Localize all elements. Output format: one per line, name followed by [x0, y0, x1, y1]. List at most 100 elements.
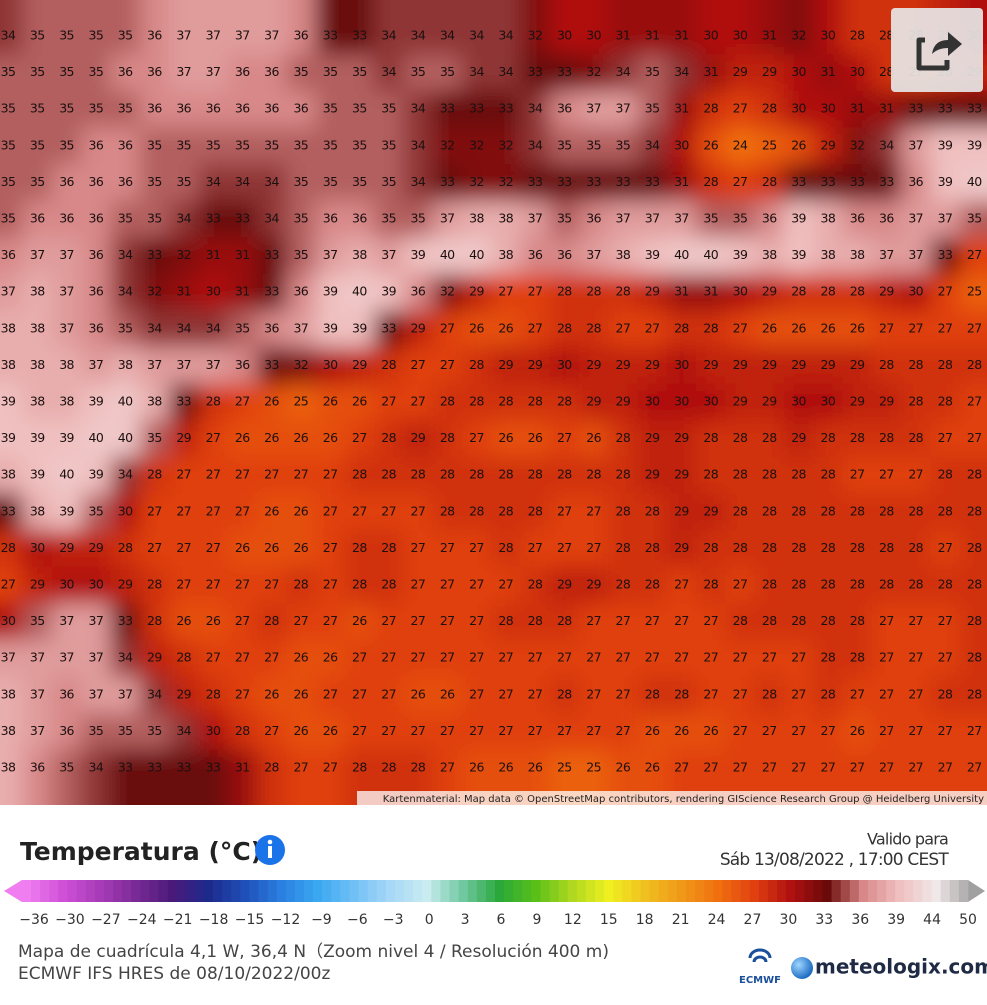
grid-value: 27 — [381, 503, 396, 518]
grid-value: 29 — [616, 357, 631, 372]
grid-value: 33 — [235, 211, 250, 226]
temperature-cell — [256, 383, 287, 421]
temperature-cell — [227, 639, 258, 677]
grid-value: 27 — [586, 613, 601, 628]
temperature-cell — [198, 347, 229, 385]
info-icon[interactable] — [255, 835, 285, 865]
share-button[interactable] — [891, 8, 983, 92]
temperature-cell — [374, 237, 404, 275]
grid-value: 30 — [850, 64, 865, 79]
grid-value: 26 — [674, 723, 689, 738]
grid-value: 28 — [820, 686, 835, 701]
grid-value: 27 — [440, 760, 455, 775]
temperature-cell — [227, 310, 258, 348]
temperature-cell — [51, 237, 82, 275]
grid-value: 27 — [850, 686, 865, 701]
grid-value: 25 — [762, 137, 777, 152]
temperature-field — [0, 0, 987, 805]
grid-value: 28 — [879, 540, 894, 555]
temperature-cell — [813, 566, 843, 604]
temperature-cell — [0, 127, 24, 165]
grid-value: 37 — [30, 247, 45, 262]
grid-value: 35 — [1, 211, 16, 226]
grid-value: 27 — [733, 650, 748, 665]
grid-value: 33 — [381, 320, 396, 335]
temperature-cell — [169, 676, 199, 714]
temperature-cell — [813, 713, 843, 751]
grid-value: 33 — [557, 64, 572, 79]
colorbar-label: 18 — [636, 912, 654, 928]
temperature-cell — [930, 310, 961, 348]
temperature-cell — [783, 273, 814, 311]
temperature-cell — [491, 456, 521, 494]
grid-value: 26 — [293, 430, 308, 445]
temperature-cell — [139, 456, 170, 494]
grid-value: 36 — [1, 247, 16, 262]
temperature-cell — [81, 383, 111, 421]
temperature-cell — [725, 310, 756, 348]
temperature-cell — [110, 530, 141, 568]
temperature-cell — [842, 530, 873, 568]
colorbar-swatch — [240, 880, 250, 902]
temperature-cell — [696, 310, 726, 348]
grid-value: 27 — [703, 686, 718, 701]
temperature-cell — [696, 603, 726, 641]
grid-value: 27 — [674, 760, 689, 775]
temperature-cell — [286, 420, 316, 458]
grid-value: 28 — [674, 686, 689, 701]
temperature-cell — [286, 0, 316, 55]
temperature-cell — [432, 383, 463, 421]
temperature-cell — [842, 90, 873, 128]
temperature-cell — [930, 530, 961, 568]
grid-value: 29 — [674, 467, 689, 482]
temperature-cell — [198, 383, 229, 421]
grid-value: 37 — [59, 650, 74, 665]
grid-value: 28 — [206, 686, 221, 701]
grid-value: 36 — [59, 174, 74, 189]
temperature-cell — [256, 164, 287, 202]
grid-value: 26 — [645, 760, 660, 775]
grid-value: 27 — [411, 357, 426, 372]
grid-value: 30 — [908, 284, 923, 299]
temperature-cell — [374, 0, 404, 55]
grid-value: 27 — [908, 723, 923, 738]
grid-value: 33 — [938, 101, 953, 116]
temperature-cell — [491, 273, 521, 311]
grid-value: 30 — [791, 64, 806, 79]
temperature-cell — [725, 456, 756, 494]
temperature-cell — [901, 493, 931, 531]
temperature-cell — [198, 420, 229, 458]
grid-value: 28 — [820, 577, 835, 592]
grid-value: 30 — [88, 577, 103, 592]
grid-value: 37 — [323, 247, 338, 262]
temperature-cell — [842, 0, 873, 55]
grid-value: 28 — [616, 503, 631, 518]
grid-value: 27 — [469, 613, 484, 628]
grid-value: 40 — [440, 247, 455, 262]
temperature-cell — [871, 420, 902, 458]
grid-value: 28 — [762, 577, 777, 592]
temperature-cell — [842, 200, 873, 238]
grid-value: 28 — [733, 503, 748, 518]
temperature-cell — [51, 530, 82, 568]
grid-value: 38 — [1, 357, 16, 372]
grid-value: 33 — [440, 174, 455, 189]
temperature-cell — [813, 127, 843, 165]
grid-value: 29 — [586, 357, 601, 372]
grid-value: 34 — [879, 137, 894, 152]
temperature-cell — [22, 639, 53, 677]
temperature-cell — [491, 566, 521, 604]
grid-value: 27 — [938, 540, 953, 555]
grid-value: 32 — [528, 28, 543, 43]
grid-value: 27 — [908, 613, 923, 628]
grid-value: 37 — [206, 357, 221, 372]
temperature-cell — [139, 200, 170, 238]
colorbar-swatch — [949, 880, 960, 902]
colorbar-swatch — [213, 880, 223, 902]
grid-value: 39 — [411, 247, 426, 262]
temperature-cell — [22, 383, 53, 421]
colorbar-swatch — [849, 880, 860, 902]
grid-value: 27 — [469, 686, 484, 701]
grid-value: 28 — [762, 540, 777, 555]
temperature-cell — [813, 383, 843, 421]
